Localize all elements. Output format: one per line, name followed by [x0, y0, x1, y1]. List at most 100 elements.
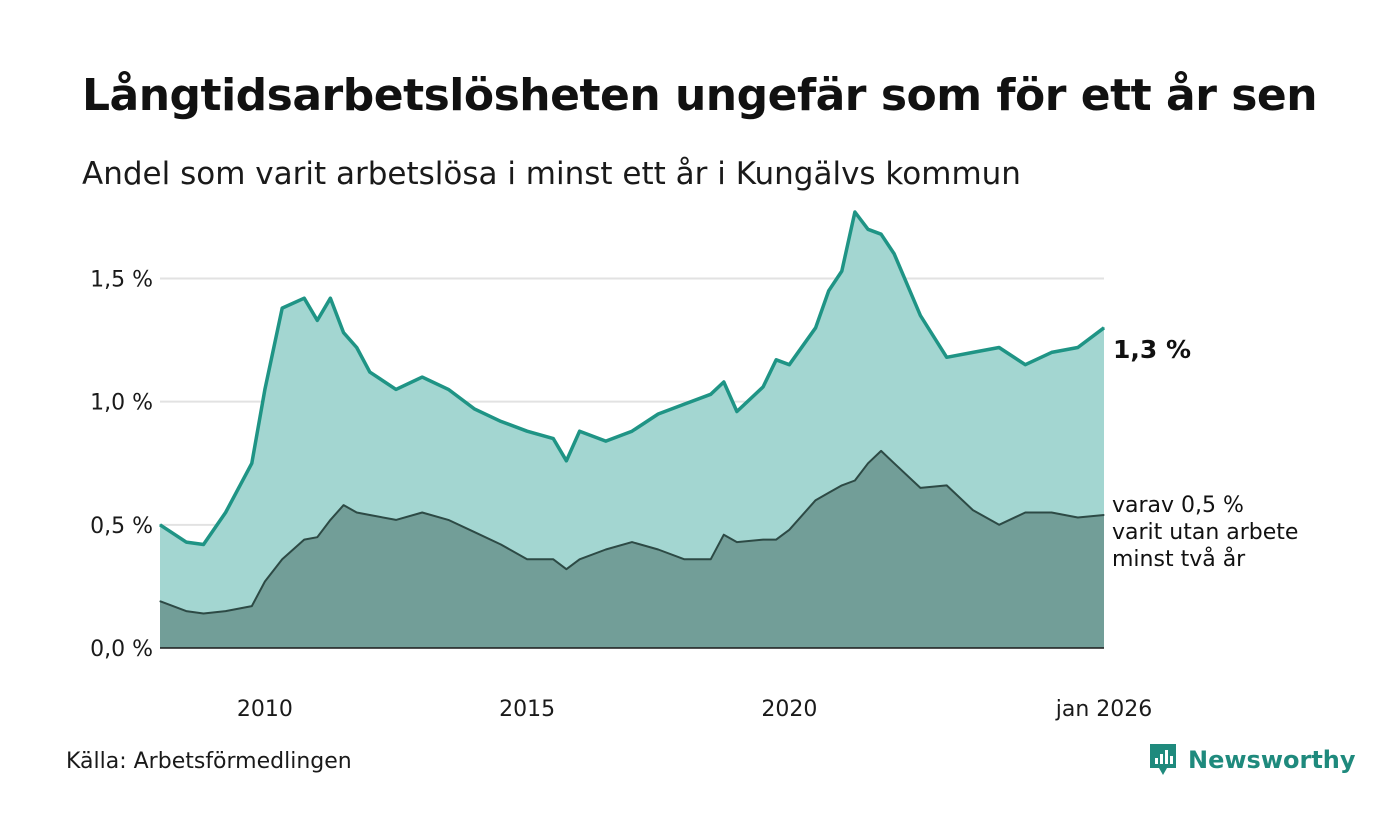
series-minst-tva-ar-point: [605, 548, 607, 551]
series-minst-tva-ar-point: [251, 605, 253, 607]
series-minst-ett-ar-point: [1051, 351, 1053, 353]
series-minst-tva-ar-point: [369, 514, 371, 516]
series-minst-tva-ar-point: [762, 539, 764, 541]
series-minst-ett-ar-point: [605, 440, 607, 442]
series-minst-tva-ar-point: [867, 462, 869, 464]
series-minst-ett-ar-point: [281, 307, 283, 309]
brand-name: Newsworthy: [1188, 746, 1356, 774]
series-minst-ett-ar-point: [202, 543, 205, 546]
series-minst-tva-ar-point: [552, 558, 554, 560]
series-minst-ett-ar-point: [565, 460, 568, 462]
series-minst-tva-ar-point: [159, 600, 161, 602]
series-minst-tva-ar-point: [710, 558, 712, 560]
series-minst-tva-ar-point: [526, 558, 528, 560]
series-minst-tva-ar-point: [1051, 511, 1053, 514]
series-minst-ett-ar-point: [447, 388, 449, 390]
series-minst-ett-ar-point: [369, 371, 371, 373]
series-minst-tva-ar-point: [1024, 511, 1026, 514]
series-minst-ett-ar-point: [867, 228, 869, 230]
series-minst-ett-ar-point: [225, 511, 227, 514]
series-minst-tva-ar-point: [474, 531, 476, 533]
series-minst-tva-ar-point: [565, 568, 568, 570]
series-minst-ett-ar-point: [421, 376, 423, 378]
series-minst-ett-ar-point: [1077, 346, 1079, 349]
end-label-sub-line: minst två år: [1112, 546, 1246, 572]
series-minst-tva-ar-point: [500, 543, 502, 546]
series-minst-ett-ar-point: [972, 351, 974, 353]
series-minst-tva-ar-point: [185, 610, 187, 612]
series-minst-ett-ar-point: [854, 211, 856, 213]
series-minst-tva-ar-point: [303, 539, 305, 541]
series-minst-ett-ar-point: [919, 314, 922, 317]
series-minst-ett-ar-point: [552, 438, 554, 440]
series-minst-ett-ar-point: [946, 356, 948, 358]
series-minst-ett-ar-point: [343, 332, 345, 334]
series-minst-ett-ar-point: [880, 233, 882, 235]
series-minst-tva-ar-point: [683, 558, 686, 560]
series-minst-tva-ar-point: [788, 529, 790, 531]
y-tick-label: 1,5 %: [90, 268, 153, 293]
x-tick-label: 2015: [499, 697, 555, 722]
y-tick-label: 0,5 %: [90, 514, 153, 539]
series-minst-tva-ar-point: [421, 511, 423, 514]
series-minst-ett-ar-point: [579, 430, 581, 432]
series-minst-tva-ar-point: [998, 524, 1000, 526]
series-minst-ett-ar-point: [723, 381, 725, 383]
series-minst-tva-ar-point: [316, 536, 318, 538]
series-minst-ett-ar-point: [631, 430, 633, 432]
series-minst-ett-ar-point: [526, 430, 528, 432]
series-minst-ett-ar-point: [303, 297, 305, 299]
series-minst-tva-ar-point: [264, 580, 266, 583]
series-minst-tva-ar-point: [657, 548, 659, 551]
series-minst-tva-ar-point: [202, 612, 205, 615]
axis-layer: 0,0 % 0,5 % 1,0 % 1,5 % 2010 2015 2020 jan 2026: [90, 268, 1152, 722]
series-minst-tva-ar-point: [828, 492, 830, 494]
series-minst-tva-ar-point: [919, 487, 922, 489]
series-minst-tva-ar-point: [1077, 516, 1079, 519]
brand-logo: Newsworthy: [1148, 742, 1356, 778]
series-minst-ett-ar-point: [1103, 327, 1105, 329]
series-minst-ett-ar-point: [710, 393, 712, 395]
series-minst-tva-ar-point: [775, 539, 777, 541]
series-minst-ett-ar-point: [775, 359, 777, 361]
x-tick-label: 2020: [761, 697, 817, 722]
series-minst-ett-ar-point: [264, 388, 266, 390]
series-minst-tva-ar-area: [160, 450, 1104, 648]
series-minst-ett-ar-point: [395, 388, 397, 390]
end-label-sub-line: varit utan arbete: [1112, 520, 1298, 545]
series-minst-tva-ar-point: [343, 504, 345, 506]
series-minst-ett-ar-point: [788, 364, 790, 366]
y-tick-label: 1,0 %: [90, 391, 153, 416]
series-minst-ett-ar-point: [893, 253, 895, 255]
chart-title: Långtidsarbetslösheten ungefär som för e…: [82, 70, 1318, 121]
series-minst-ett-ar-point: [1024, 364, 1026, 366]
series-minst-ett-ar-point: [657, 413, 659, 415]
series-minst-tva-ar-point: [736, 541, 738, 543]
x-tick-label: jan 2026: [1055, 697, 1153, 722]
end-label-sub-line: varav 0,5 %: [1112, 493, 1244, 518]
series-minst-ett-ar-point: [159, 524, 161, 526]
series-minst-tva-ar-point: [841, 484, 843, 486]
area-layer: [159, 210, 1106, 648]
series-minst-tva-ar-point: [815, 499, 817, 501]
series-minst-tva-ar-point: [395, 519, 397, 521]
series-minst-ett-ar-point: [841, 270, 843, 272]
series-minst-tva-ar-point: [723, 534, 725, 536]
series-minst-tva-ar-point: [854, 479, 856, 482]
source-note: Källa: Arbetsförmedlingen: [66, 749, 352, 774]
series-minst-ett-ar-point: [251, 462, 253, 464]
series-minst-tva-ar-point: [281, 558, 283, 560]
series-minst-ett-ar-point: [474, 408, 476, 410]
series-minst-tva-ar-point: [631, 541, 633, 543]
end-label-main: 1,3 %: [1113, 335, 1191, 364]
series-minst-tva-ar-point: [447, 519, 449, 521]
y-tick-label: 0,0 %: [90, 637, 153, 662]
series-minst-tva-ar-point: [893, 462, 895, 464]
series-minst-tva-ar-point: [356, 511, 358, 514]
series-minst-ett-ar-point: [329, 297, 331, 299]
series-minst-ett-ar-point: [500, 420, 502, 422]
series-minst-tva-ar-point: [579, 558, 581, 560]
series-minst-tva-ar-point: [946, 484, 948, 486]
